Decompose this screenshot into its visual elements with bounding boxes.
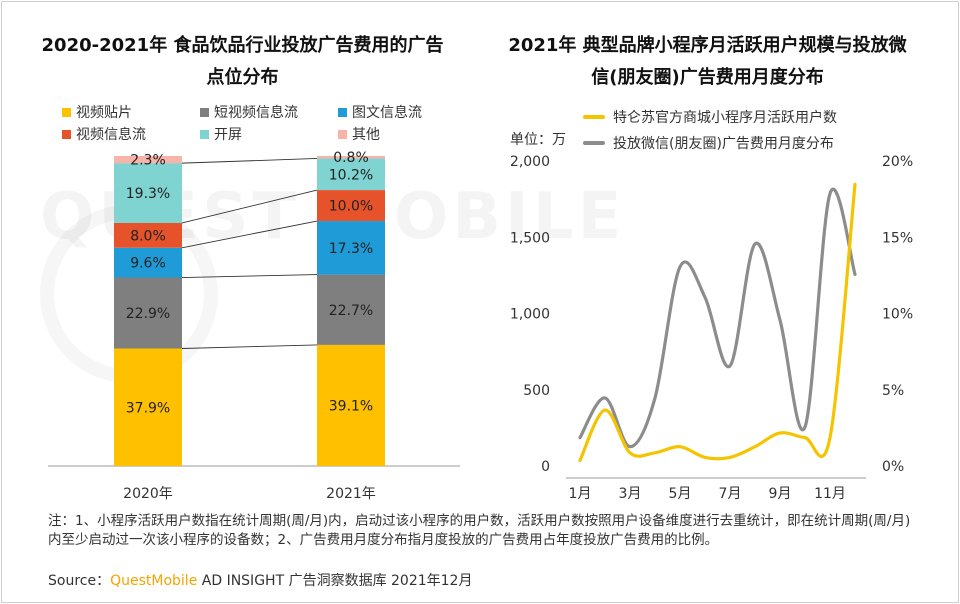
right-y-tick-label: 0% [882, 459, 904, 475]
bar-segment [317, 344, 385, 466]
bar-segment [114, 163, 182, 223]
right-x-tick-label: 11月 [814, 486, 846, 502]
legend-item-video-post: 视频贴片 [62, 103, 132, 123]
bar-data-label: 9.6% [130, 256, 166, 272]
right-x-tick-label: 5月 [669, 486, 692, 502]
bar-segment [114, 348, 182, 466]
bar-connector [181, 274, 318, 278]
legend-swatch [200, 129, 209, 139]
right-chart-title: 2021年 典型品牌小程序月活跃用户规模与投放微信(朋友圈)广告费用月度分布 [508, 35, 907, 88]
bar-data-label: 17.3% [329, 241, 373, 257]
bar-segment [114, 277, 182, 349]
bar-data-label: 39.1% [329, 398, 373, 414]
right-y-tick-label: 20% [882, 154, 913, 170]
right-y-tick-label: 15% [882, 230, 913, 246]
bar-connector [181, 189, 318, 224]
legend-swatch [338, 107, 347, 117]
source-line: Source：QuestMobile AD INSIGHT 广告洞察数据库 20… [48, 570, 472, 590]
bar-segment [114, 156, 182, 164]
bar-data-label: 22.9% [126, 306, 170, 322]
left-y-tick-label: 500 [523, 383, 550, 399]
bar-connector [181, 220, 318, 249]
bar-data-label: 10.2% [329, 167, 373, 183]
right-y-tick-label: 10% [882, 307, 913, 323]
source-rest: AD INSIGHT 广告洞察数据库 2021年12月 [197, 573, 473, 589]
source-prefix: Source： [48, 573, 111, 589]
bar-data-label: 19.3% [126, 186, 170, 202]
bar-segment [317, 158, 385, 191]
footnote: 注：1、小程序活跃用户数指在统计周期(周/月)内，启动过该小程序的用户数，活跃用… [48, 513, 911, 548]
right-x-tick-label: 3月 [619, 486, 642, 502]
bar-segment [317, 221, 385, 275]
legend-swatch [62, 107, 71, 117]
mau-series-line [578, 182, 857, 462]
legend-line [583, 115, 605, 119]
legend-item-ad-line: 投放微信(朋友圈)广告费用月度分布 [583, 134, 834, 154]
legend-item-video-feed: 视频信息流 [62, 125, 146, 145]
bar-segment [114, 222, 182, 248]
legend-line [583, 141, 605, 145]
bar-segment [317, 156, 385, 159]
left-x-tick-label: 2021年 [326, 486, 376, 502]
left-y-tick-label: 2,000 [510, 154, 550, 170]
bar-connector [181, 158, 318, 164]
bar-data-label: 2.3% [130, 153, 166, 169]
bar-data-label: 22.7% [329, 303, 373, 319]
legend-swatch [200, 107, 209, 117]
legend-item-splash: 开屏 [200, 125, 242, 145]
bar-segment [317, 274, 385, 345]
left-y-tick-label: 1,500 [510, 230, 550, 246]
bar-segment [114, 247, 182, 278]
legend-item-users-line: 特仑苏官方商城小程序月活跃用户数 [583, 108, 837, 128]
left-chart-title: 2020-2021年 食品饮品行业投放广告费用的广告点位分布 [41, 35, 444, 88]
ad-cost-series-line [578, 187, 857, 449]
legend-item-short-video: 短视频信息流 [200, 103, 298, 123]
bar-data-label: 8.0% [130, 228, 166, 244]
bar-data-label: 10.0% [329, 199, 373, 215]
right-x-tick-label: 7月 [719, 486, 742, 502]
left-y-tick-label: 1,000 [510, 307, 550, 323]
legend-item-other: 其他 [338, 125, 380, 145]
legend-swatch [62, 129, 71, 139]
right-x-tick-label: 9月 [769, 486, 792, 502]
left-y-tick-label: 0 [541, 459, 550, 475]
source-brand: QuestMobile [110, 573, 198, 589]
bar-data-label: 0.8% [333, 150, 369, 166]
right-x-tick-label: 1月 [569, 486, 592, 502]
bar-connector [181, 344, 318, 349]
left-x-tick-label: 2020年 [123, 486, 173, 502]
legend-item-image-text: 图文信息流 [338, 103, 422, 123]
right-y-tick-label: 5% [882, 383, 904, 399]
bar-data-label: 37.9% [126, 400, 170, 416]
bar-segment [317, 190, 385, 222]
legend-swatch [338, 129, 347, 139]
y-unit-label: 单位：万 [510, 132, 566, 148]
